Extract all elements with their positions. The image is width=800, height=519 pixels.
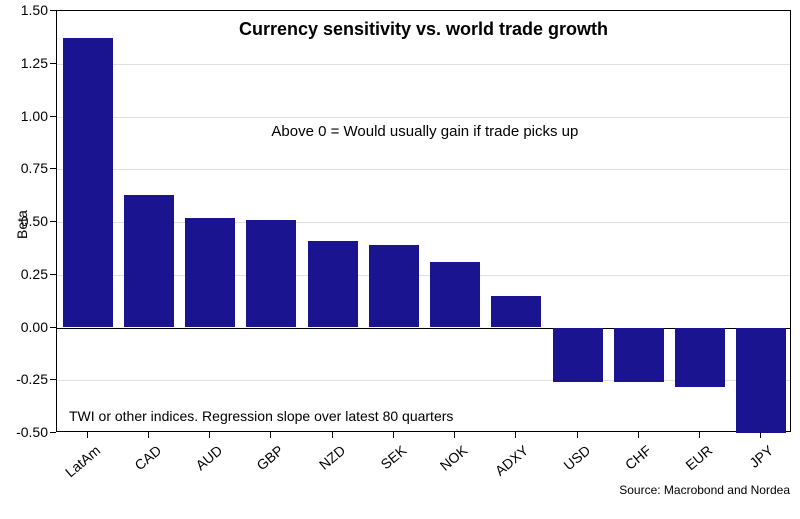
grid-line [57, 117, 790, 118]
bar [430, 262, 480, 327]
bar [614, 328, 664, 383]
ytick-label: 1.50 [21, 2, 48, 18]
bar [63, 38, 113, 327]
annotation-above-zero: Above 0 = Would usually gain if trade pi… [271, 123, 578, 140]
xtick-mark [454, 432, 455, 438]
ytick-label: -0.50 [16, 424, 48, 440]
xtick-mark [699, 432, 700, 438]
grid-line [57, 169, 790, 170]
bar [246, 220, 296, 328]
xtick-mark [393, 432, 394, 438]
bar [369, 245, 419, 327]
xtick-mark [148, 432, 149, 438]
ytick-mark [50, 10, 56, 11]
xtick-mark [760, 432, 761, 438]
figure: Currency sensitivity vs. world trade gro… [0, 0, 800, 503]
ytick-mark [50, 379, 56, 380]
bar [675, 328, 725, 387]
xtick-mark [638, 432, 639, 438]
xtick-mark [87, 432, 88, 438]
ytick-label: 0.25 [21, 266, 48, 282]
xtick-mark [270, 432, 271, 438]
xtick-mark [577, 432, 578, 438]
ytick-label: 0.50 [21, 213, 48, 229]
grid-line [57, 64, 790, 65]
ytick-mark [50, 168, 56, 169]
ytick-label: 0.00 [21, 319, 48, 335]
bar [308, 241, 358, 328]
ytick-mark [50, 274, 56, 275]
plot-area: Currency sensitivity vs. world trade gro… [56, 10, 791, 432]
annotation-footnote: TWI or other indices. Regression slope o… [69, 408, 453, 424]
bar [491, 296, 541, 328]
ytick-label: -0.25 [16, 371, 48, 387]
bar [124, 195, 174, 328]
chart-title: Currency sensitivity vs. world trade gro… [239, 19, 608, 40]
ytick-mark [50, 327, 56, 328]
xtick-mark [332, 432, 333, 438]
ytick-mark [50, 63, 56, 64]
bar [553, 328, 603, 383]
xtick-mark [209, 432, 210, 438]
ytick-mark [50, 116, 56, 117]
xtick-mark [515, 432, 516, 438]
bar [736, 328, 786, 434]
ytick-label: 0.75 [21, 160, 48, 176]
bar [185, 218, 235, 328]
ytick-mark [50, 432, 56, 433]
ytick-mark [50, 221, 56, 222]
ytick-label: 1.25 [21, 55, 48, 71]
ytick-label: 1.00 [21, 108, 48, 124]
